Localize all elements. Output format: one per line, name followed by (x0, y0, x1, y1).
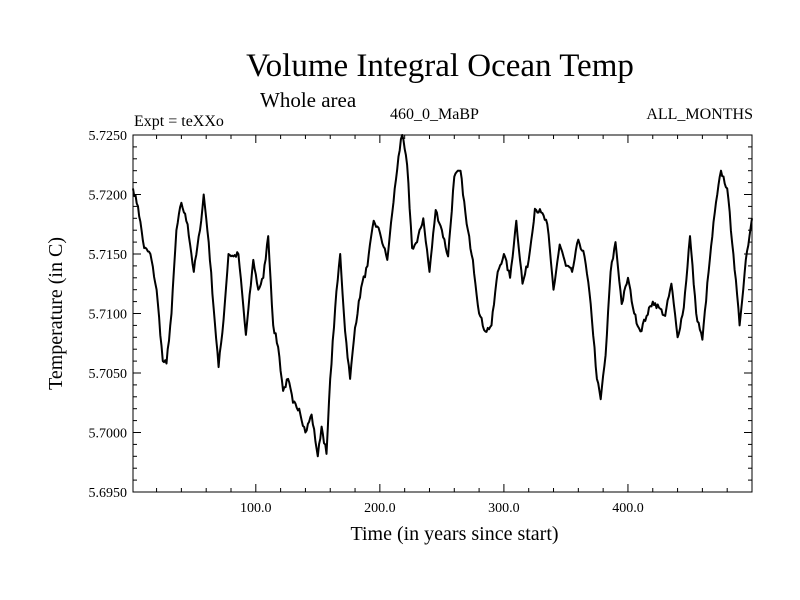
x-tick-label: 100.0 (240, 501, 272, 516)
chart-title: Volume Integral Ocean Temp (246, 48, 634, 84)
y-tick-label: 5.7200 (89, 189, 128, 204)
y-tick-label: 5.7250 (89, 129, 128, 144)
experiment-label: Expt = teXXo (134, 113, 224, 130)
period-label: 460_0_MaBP (390, 106, 479, 123)
series-line (132, 134, 753, 458)
x-axis-label: Time (in years since start) (350, 523, 558, 545)
months-label: ALL_MONTHS (646, 106, 753, 123)
axis-ticks (133, 134, 752, 493)
y-tick-label: 5.7050 (89, 367, 128, 382)
tick-labels: 5.6950 5.7000 5.7050 5.7100 5.7150 5.7200 5.72… (89, 129, 644, 516)
plot-frame (132, 134, 753, 493)
x-tick-label: 300.0 (488, 501, 520, 516)
y-tick-label: 5.7100 (89, 308, 128, 323)
y-axis-label: Temperature (in C) (45, 237, 67, 390)
x-tick-label: 200.0 (364, 501, 396, 516)
y-tick-label: 5.7000 (89, 427, 128, 442)
chart-subtitle: Whole area (260, 88, 357, 112)
x-tick-label: 400.0 (612, 501, 644, 516)
y-tick-label: 5.6950 (89, 486, 128, 501)
y-tick-label: 5.7150 (89, 248, 128, 263)
